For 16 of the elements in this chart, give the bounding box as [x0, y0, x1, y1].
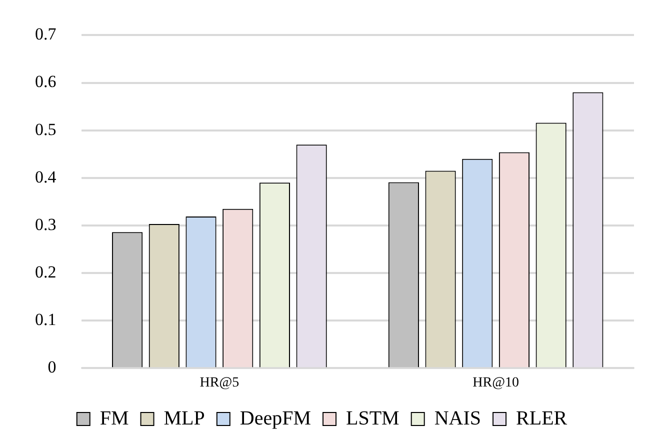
- legend-label: FM: [100, 407, 129, 430]
- legend-label: DeepFM: [240, 407, 312, 430]
- legend-label: RLER: [516, 407, 568, 430]
- x-tick-label: HR@5: [200, 375, 240, 390]
- y-tick-label: 0.7: [35, 24, 57, 44]
- x-tick-label: HR@10: [472, 375, 519, 390]
- legend-label: MLP: [164, 407, 205, 430]
- y-tick-label: 0.4: [35, 167, 57, 186]
- y-tick-label: 0: [48, 358, 56, 377]
- y-tick-label: 0.3: [35, 214, 56, 234]
- y-tick-label: 0.2: [35, 262, 56, 282]
- legend-label: LSTM: [346, 407, 400, 430]
- y-tick-label: 0.6: [35, 72, 56, 92]
- y-tick-label: 0.5: [35, 120, 56, 139]
- legend-label: NAIS: [434, 407, 482, 430]
- y-tick-label: 0.1: [35, 310, 56, 330]
